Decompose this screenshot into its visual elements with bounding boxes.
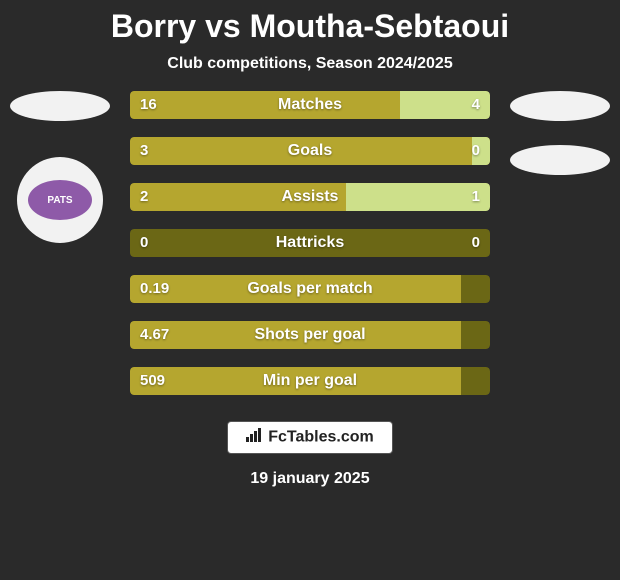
stat-label: Goals <box>130 137 490 165</box>
brand-box: FcTables.com <box>227 421 393 454</box>
stat-row: 00Hattricks <box>130 229 490 257</box>
left-club-badge: PATS <box>17 157 103 243</box>
stat-row: 509Min per goal <box>130 367 490 395</box>
comparison-main: PATS 164Matches 30Goals 21Assists 00Hattric… <box>0 91 620 395</box>
stat-label: Matches <box>130 91 490 119</box>
right-player-column <box>510 91 610 211</box>
left-club-logo: PATS <box>28 180 92 220</box>
chart-icon <box>246 428 264 447</box>
stat-bars: 164Matches 30Goals 21Assists 00Hattricks 0.1… <box>130 91 490 395</box>
stat-row: 164Matches <box>130 91 490 119</box>
stat-label: Goals per match <box>130 275 490 303</box>
stat-row: 0.19Goals per match <box>130 275 490 303</box>
right-player-badge <box>510 91 610 121</box>
subtitle: Club competitions, Season 2024/2025 <box>0 55 620 73</box>
stat-row: 4.67Shots per goal <box>130 321 490 349</box>
left-player-badge <box>10 91 110 121</box>
right-club-badge <box>510 145 610 175</box>
stat-row: 30Goals <box>130 137 490 165</box>
stat-label: Min per goal <box>130 367 490 395</box>
stat-label: Shots per goal <box>130 321 490 349</box>
stat-label: Assists <box>130 183 490 211</box>
left-player-column: PATS <box>10 91 110 243</box>
stat-label: Hattricks <box>130 229 490 257</box>
page-title: Borry vs Moutha-Sebtaoui <box>0 0 620 45</box>
stat-row: 21Assists <box>130 183 490 211</box>
footer: FcTables.com 19 january 2025 <box>0 413 620 488</box>
brand-text: FcTables.com <box>268 429 374 446</box>
date-text: 19 january 2025 <box>0 470 620 488</box>
